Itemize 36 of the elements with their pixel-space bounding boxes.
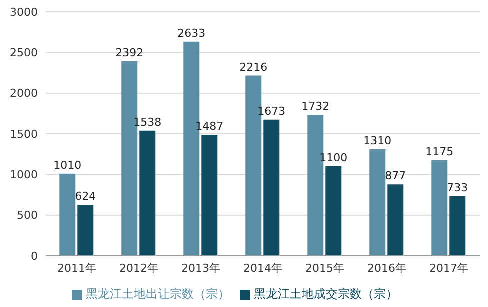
legend-label: 黑龙江土地出让宗数（宗） — [86, 287, 230, 301]
x-tick-label: 2012年 — [120, 262, 158, 275]
x-tick-label: 2011年 — [58, 262, 96, 275]
data-label: 1175 — [426, 145, 454, 158]
data-label: 1010 — [54, 158, 82, 172]
bar — [78, 205, 94, 256]
x-tick-label: 2015年 — [306, 262, 344, 275]
y-tick-label: 500 — [17, 209, 38, 222]
data-label: 2216 — [240, 60, 268, 74]
y-tick-label: 3000 — [10, 6, 38, 19]
y-tick-label: 1000 — [10, 168, 38, 182]
bar — [370, 149, 386, 256]
data-label: 2633 — [178, 26, 206, 40]
legend-label: 黑龙江土地成交宗数（宗） — [254, 287, 398, 301]
data-label: 624 — [75, 190, 96, 204]
y-tick-label: 0 — [31, 250, 38, 263]
bar — [432, 160, 448, 256]
bar — [140, 130, 156, 256]
y-tick-label: 1500 — [10, 128, 38, 141]
data-label: 877 — [385, 170, 406, 183]
bar — [202, 135, 218, 256]
x-tick-label: 2014年 — [244, 262, 282, 275]
x-tick-label: 2013年 — [182, 262, 220, 275]
x-tick-label: 2016年 — [368, 262, 406, 275]
x-tick-label: 2017年 — [430, 262, 468, 275]
y-tick-label: 2500 — [10, 46, 38, 60]
bar — [264, 120, 280, 256]
bar — [326, 166, 342, 256]
y-tick-label: 2000 — [10, 87, 38, 100]
data-label: 2392 — [116, 46, 144, 60]
data-label: 1732 — [302, 100, 330, 114]
data-label: 1310 — [364, 134, 392, 148]
data-label: 733 — [447, 181, 468, 194]
bar — [450, 196, 466, 256]
bar — [388, 184, 404, 256]
bar — [60, 174, 76, 256]
